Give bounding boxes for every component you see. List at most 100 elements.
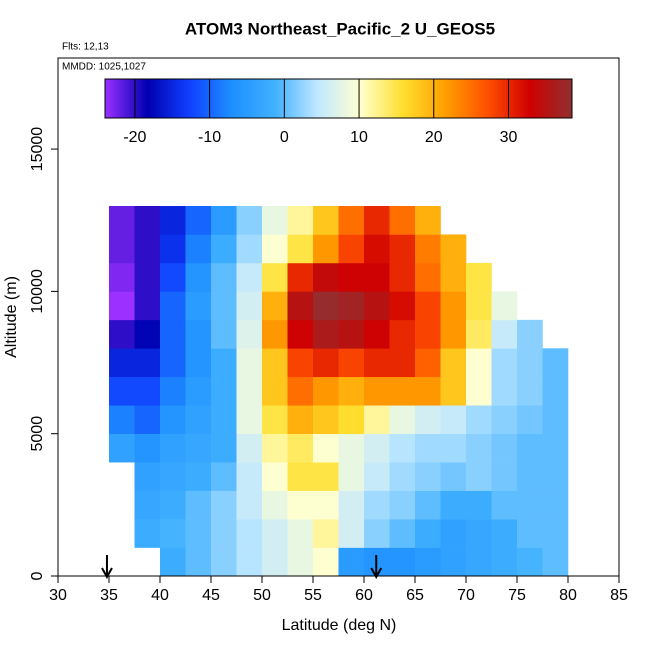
heat-cell	[313, 490, 339, 520]
heat-cell	[134, 433, 161, 463]
heat-cell	[236, 433, 263, 463]
heat-cell	[389, 376, 416, 406]
heat-cell	[109, 433, 135, 463]
heat-cell	[466, 348, 492, 378]
heat-cell	[109, 262, 135, 292]
arrow	[370, 555, 383, 580]
heat-cell	[160, 234, 186, 264]
heat-cell	[185, 405, 212, 434]
heat-cell	[364, 262, 390, 292]
heat-cell	[389, 234, 416, 264]
heat-cell	[415, 291, 441, 321]
heat-cell	[160, 462, 186, 491]
heat-cell	[415, 262, 441, 292]
heat-cell	[134, 490, 161, 520]
heat-cell	[236, 376, 263, 406]
arrow-head	[370, 567, 383, 580]
heat-cell	[364, 433, 390, 463]
heat-cell	[517, 462, 543, 491]
heat-cell	[338, 319, 365, 349]
heat-cell	[109, 291, 135, 321]
heat-cell	[287, 433, 314, 463]
x-tick-label: 55	[304, 587, 322, 604]
heat-cell	[262, 519, 288, 548]
heat-cell	[236, 462, 263, 491]
chart-title: ATOM3 Northeast_Pacific_2 U_GEOS5	[185, 19, 495, 38]
heat-cell	[338, 376, 365, 406]
x-tick-label: 65	[406, 587, 424, 604]
heat-cell	[466, 519, 492, 548]
heat-cell	[415, 519, 441, 548]
heat-cell	[313, 433, 339, 463]
plot-frame	[57, 57, 620, 577]
heat-cell	[338, 490, 365, 520]
heat-cell	[440, 490, 467, 520]
heat-cell	[364, 291, 390, 321]
heat-cell	[440, 462, 467, 491]
heat-cell	[134, 234, 161, 264]
heat-cell	[415, 462, 441, 491]
heat-cell	[491, 490, 518, 520]
heat-cell	[466, 319, 492, 349]
heat-cell	[287, 376, 314, 406]
heat-cell	[466, 405, 492, 434]
heat-cell	[542, 348, 569, 378]
heat-cell	[134, 206, 161, 235]
heat-cell	[313, 319, 339, 349]
heat-cell	[313, 234, 339, 264]
heat-cell	[338, 291, 365, 321]
heat-cell	[364, 206, 390, 235]
heat-cell	[236, 348, 263, 378]
heat-cell	[262, 405, 288, 434]
heat-cell	[389, 405, 416, 434]
heat-cell	[262, 319, 288, 349]
heat-cell	[185, 291, 212, 321]
heat-cell	[287, 547, 314, 577]
heat-cell	[415, 234, 441, 264]
heat-cell	[313, 547, 339, 577]
arrow-head	[101, 567, 113, 580]
heat-cell	[160, 291, 186, 321]
heat-cell	[134, 376, 161, 406]
heat-cell	[517, 405, 543, 434]
heat-cell	[313, 348, 339, 378]
heat-cell	[160, 433, 186, 463]
heat-cell	[262, 547, 288, 577]
heat-cell	[440, 519, 467, 548]
colorbar	[104, 78, 573, 119]
heat-cell	[415, 206, 441, 235]
heat-cell	[287, 234, 314, 264]
heat-cell	[211, 433, 237, 463]
heat-cell	[440, 376, 467, 406]
heat-cell	[185, 206, 212, 235]
heat-cell	[338, 348, 365, 378]
heat-cell	[185, 547, 212, 577]
x-tick-label: 40	[151, 587, 169, 604]
heat-cell	[364, 319, 390, 349]
heat-cell	[542, 405, 569, 434]
heat-cell	[211, 405, 237, 434]
heat-cell	[542, 462, 569, 491]
heat-cell	[491, 547, 518, 577]
date-note: MMDD: 1025,1027	[62, 62, 146, 73]
colorbar-tick-label: 10	[350, 129, 368, 146]
heat-cell	[440, 291, 467, 321]
heat-cell	[211, 206, 237, 235]
heat-cell	[185, 234, 212, 264]
heat-cell	[160, 319, 186, 349]
heat-cell	[109, 405, 135, 434]
heat-cell	[185, 376, 212, 406]
x-tick-label: 80	[559, 587, 577, 604]
heat-cell	[109, 376, 135, 406]
y-tick-label: 0	[29, 571, 46, 580]
y-tick-label: 15000	[29, 127, 46, 172]
heat-cell	[364, 519, 390, 548]
heat-cell	[211, 376, 237, 406]
heat-cell	[466, 490, 492, 520]
heat-cell	[313, 462, 339, 491]
heat-cell	[287, 319, 314, 349]
colorbar-tick-label: 30	[500, 129, 518, 146]
heat-cell	[517, 519, 543, 548]
heat-cell	[440, 262, 467, 292]
